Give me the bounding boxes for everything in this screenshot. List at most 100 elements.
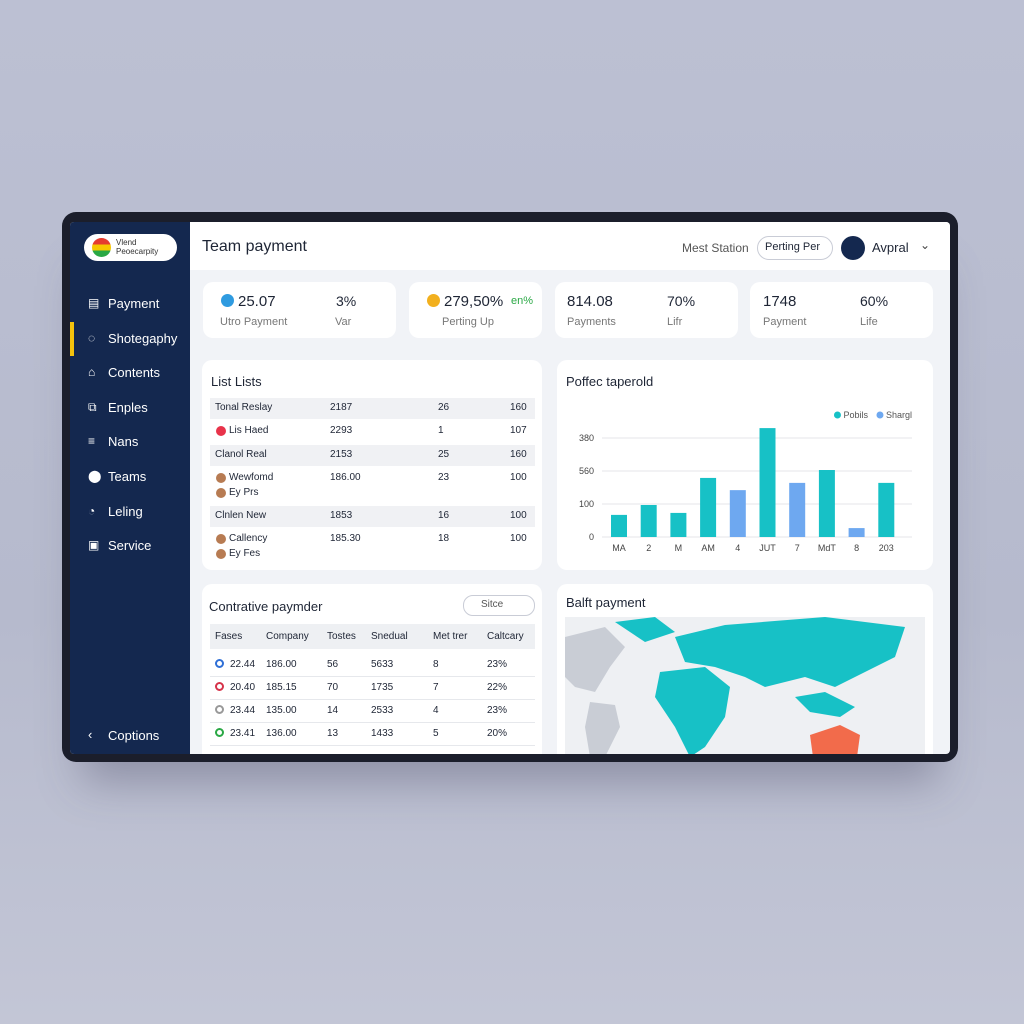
y-tick-label: 0 xyxy=(589,532,594,542)
bar xyxy=(789,482,806,537)
avatar[interactable] xyxy=(841,236,865,260)
x-tick-label: AM xyxy=(701,543,715,553)
logo[interactable]: Vlend Peoecarpity xyxy=(84,234,177,261)
row-cell: 2187 xyxy=(330,402,353,413)
row-cell: 2293 xyxy=(330,425,353,436)
table-search[interactable]: Sitce xyxy=(463,595,535,616)
bar xyxy=(729,490,746,537)
region xyxy=(565,627,625,692)
row-cell: 107 xyxy=(510,425,527,436)
legend-swatch xyxy=(833,411,841,419)
nav-icon: ⧉ xyxy=(88,399,97,414)
card-title: List Lists xyxy=(211,374,262,389)
table-cell: 1433 xyxy=(371,728,394,739)
nav-icon: ⌂ xyxy=(88,365,96,380)
stat-label: Perting Up xyxy=(442,316,494,328)
nav-icon: ◔ xyxy=(88,503,96,518)
table-cell: 5 xyxy=(433,728,439,739)
row-cell: 1853 xyxy=(330,510,353,521)
stat-extra: en% xyxy=(511,295,534,307)
table-header: Fases Company Tostes Snedual Met trer Caltcar… xyxy=(210,624,535,649)
table-cell: 1735 xyxy=(371,682,394,693)
nav-item[interactable]: Shotegaphy xyxy=(108,330,178,346)
bar xyxy=(700,477,717,537)
x-tick-label: MA xyxy=(612,543,626,553)
filter[interactable]: Perting Per xyxy=(757,236,833,260)
table-cell: 2533 xyxy=(371,705,394,716)
table-cell: 185.15 xyxy=(266,682,297,693)
nav-item[interactable]: Payment xyxy=(108,296,160,311)
sidebar: Vlend Peoecarpity ▤ Payment ◌ Shotegaphy ⌂ Co… xyxy=(70,222,190,754)
row-avatar xyxy=(216,534,226,544)
logo-text: Vlend xyxy=(116,238,137,247)
row-avatar xyxy=(216,473,226,483)
x-tick-label: 2 xyxy=(646,543,651,553)
logo-icon xyxy=(92,238,111,257)
row-name: Lis Haed xyxy=(229,425,269,436)
stat-card: 25.07 3% Utro Payment Var xyxy=(203,282,396,338)
region xyxy=(655,667,730,754)
row-cell: 2153 xyxy=(330,449,353,460)
table-cell: 5633 xyxy=(371,659,394,670)
stat-icon xyxy=(221,294,234,307)
search[interactable]: Mest Station xyxy=(682,241,749,255)
region xyxy=(675,617,905,687)
map-card: Balft payment xyxy=(557,584,933,754)
stat-pct: 70% xyxy=(667,293,696,309)
search-text: Sitce xyxy=(481,599,504,610)
stat-card: 279,50% en% Perting Up xyxy=(409,282,542,338)
nav-item[interactable]: Enples xyxy=(108,399,148,415)
list-row: Tonal Reslay 2187 26 160 xyxy=(210,398,535,419)
footer-link[interactable]: Coptions xyxy=(108,728,160,743)
row-icon xyxy=(215,728,224,737)
stat-card: 1748 60% Payment Life xyxy=(750,282,933,338)
table-row: 23.44 135.00 14 2533 4 23% xyxy=(210,700,535,723)
nav-item[interactable]: Service xyxy=(108,538,152,554)
row-cell: 26 xyxy=(438,402,450,413)
table-cell: 70 xyxy=(327,682,339,693)
nav-item[interactable]: Contents xyxy=(108,365,161,381)
x-tick-label: 4 xyxy=(735,543,740,553)
user-name[interactable]: Avpral xyxy=(872,240,909,255)
row-sub: Ey Fes xyxy=(229,548,261,559)
legend-label: Shargl xyxy=(886,410,912,420)
stat-card: 814.08 70% Payments Lifr xyxy=(555,282,738,338)
stat-label: Utro Payment xyxy=(220,316,288,328)
stat-pct-label: Life xyxy=(860,316,878,328)
x-tick-label: M xyxy=(675,543,683,553)
row-name: Wewfomd xyxy=(229,472,274,483)
nav-item[interactable]: Nans xyxy=(108,434,139,450)
x-tick-label: 203 xyxy=(879,543,894,553)
bar xyxy=(878,482,895,537)
table-cell: 14 xyxy=(327,705,339,716)
table-cell: 22% xyxy=(487,682,508,693)
nav-item[interactable]: Teams xyxy=(108,469,147,484)
chart: Poffec taperold 0100560380SharglPobilsMA… xyxy=(566,374,912,553)
stat-pct-label: Var xyxy=(335,316,352,328)
x-tick-label: MdT xyxy=(818,543,837,553)
y-tick-label: 560 xyxy=(579,466,594,476)
row-cell: 185.30 xyxy=(330,533,361,544)
row-cell: 23 xyxy=(438,472,450,483)
table-cell: 23.44 xyxy=(230,705,256,716)
row-avatar xyxy=(216,488,226,498)
table-cell: 7 xyxy=(433,682,439,693)
row-avatar xyxy=(216,549,226,559)
column-header: Company xyxy=(266,631,309,642)
back-icon: ‹ xyxy=(88,727,93,742)
stat-label: Payments xyxy=(567,316,616,328)
row-cell: 160 xyxy=(510,449,527,460)
row-icon xyxy=(215,705,224,714)
table-cell: 23% xyxy=(487,705,508,716)
row-sub: Ey Prs xyxy=(229,487,259,498)
nav-item[interactable]: Leling xyxy=(108,503,143,519)
table-cell: 23% xyxy=(487,659,508,670)
region xyxy=(810,725,860,754)
world-map xyxy=(565,617,925,754)
row-name: Tonal Reslay xyxy=(215,402,273,413)
list-row: Wewfomd Ey Prs 186.00 23 100 xyxy=(210,468,535,504)
row-cell: 1 xyxy=(438,425,444,436)
x-tick-label: JUT xyxy=(759,543,776,553)
table-cell: 186.00 xyxy=(266,659,297,670)
